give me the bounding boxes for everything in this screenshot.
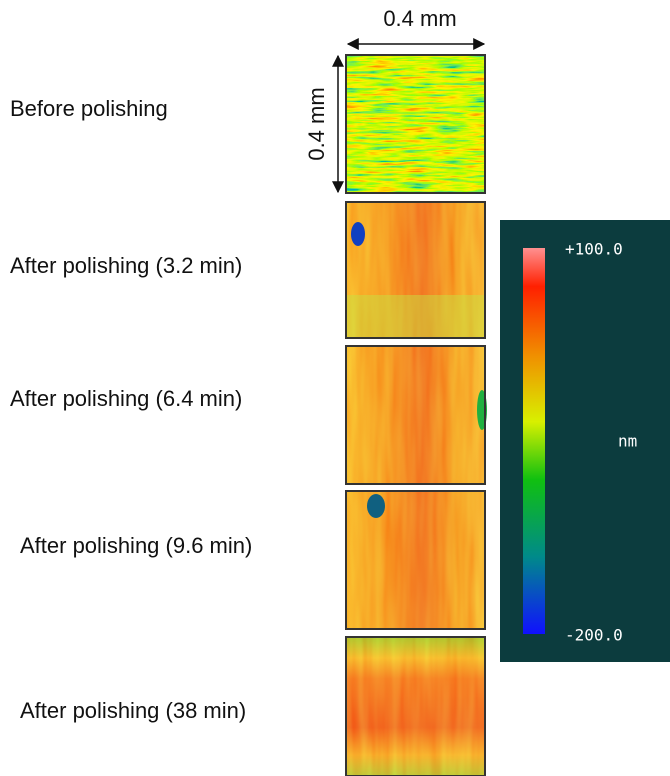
sample-label: After polishing (6.4 min): [10, 386, 242, 411]
colorbar-min: -200.0: [565, 626, 623, 645]
sample-label: After polishing (9.6 min): [20, 533, 252, 558]
scale-horizontal: 0.4 mm: [383, 6, 456, 31]
panel: [345, 490, 486, 630]
panel: [345, 636, 486, 776]
sample-label: Before polishing: [10, 96, 168, 121]
colorbar-unit: nm: [618, 432, 637, 451]
sample-label: After polishing (3.2 min): [10, 253, 242, 278]
scale-vertical: 0.4 mm: [304, 87, 329, 160]
sample-label: After polishing (38 min): [20, 698, 246, 723]
panel: [345, 345, 487, 485]
colorbar: +100.0 nm -200.0: [500, 220, 670, 662]
colorbar-max: +100.0: [565, 240, 623, 259]
panel: [345, 54, 486, 194]
panel: [345, 201, 486, 339]
